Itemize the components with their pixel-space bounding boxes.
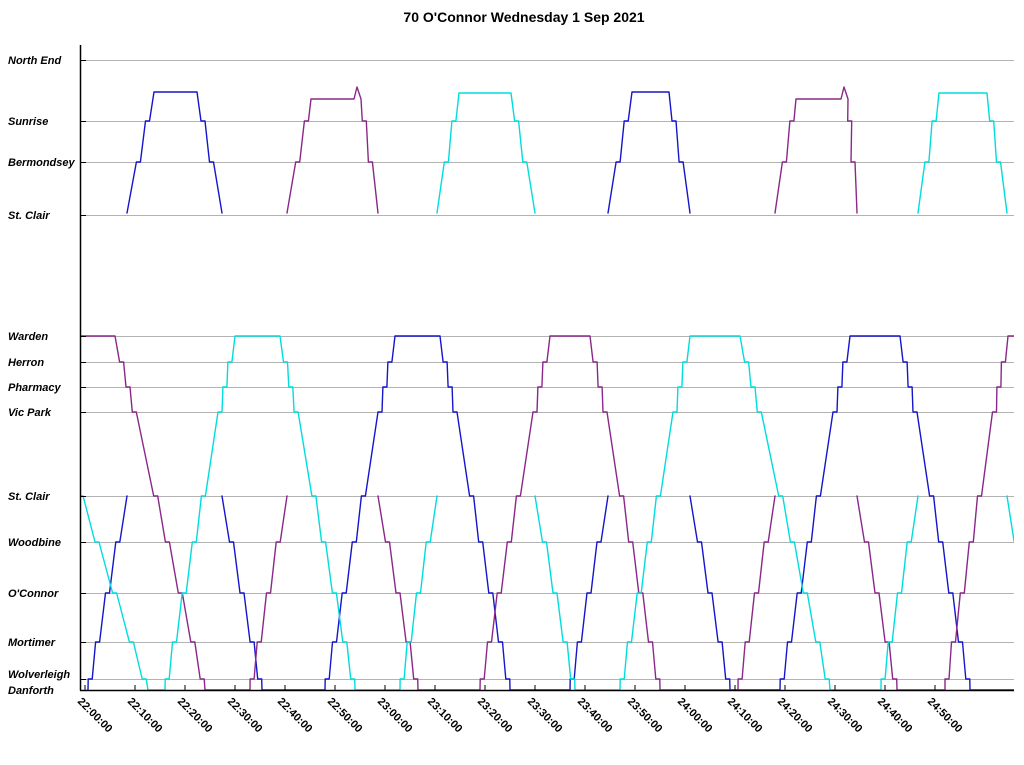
stop-label: Herron (8, 357, 44, 369)
x-tick-label: 24:30:00 (825, 696, 865, 736)
stop-label: Mortimer (8, 637, 56, 649)
x-tick-label: 22:50:00 (325, 696, 365, 736)
x-tick-label: 24:00:00 (675, 696, 715, 736)
trip-lines-layer (80, 86, 1014, 691)
stop-label: Warden (8, 331, 48, 343)
trip-line-south-blue-1 (87, 495, 128, 691)
stop-label: Pharmacy (8, 382, 61, 394)
trip-line-north-branch-trip-5 (774, 86, 858, 214)
trip-line-north-branch-trip-4 (607, 91, 691, 214)
x-tick-label: 24:40:00 (875, 696, 915, 736)
trip-line-south-blue-3 (689, 335, 1014, 691)
trip-line-south-cyan-3 (1006, 495, 1014, 543)
x-tick-label: 24:20:00 (775, 696, 815, 736)
trip-line-south-blue-2 (221, 335, 609, 691)
trip-line-south-purple-3 (856, 335, 1014, 691)
x-tick-label: 23:10:00 (425, 696, 465, 736)
trip-line-south-purple-1 (80, 335, 288, 691)
x-tick-label: 22:00:00 (75, 696, 115, 736)
chart-title: 70 O'Connor Wednesday 1 Sep 2021 (403, 9, 644, 25)
x-tick-label: 23:50:00 (625, 696, 665, 736)
x-tick-label: 23:20:00 (475, 696, 515, 736)
x-tick-label: 23:40:00 (575, 696, 615, 736)
trip-line-north-branch-trip-1 (126, 91, 223, 214)
trip-line-south-purple-2 (377, 335, 776, 691)
trip-line-north-branch-trip-6 (917, 92, 1008, 214)
stop-label: Sunrise (8, 116, 48, 128)
trip-line-north-branch-trip-3 (436, 92, 536, 214)
stop-label: O'Connor (8, 588, 59, 600)
x-tick-label: 24:50:00 (925, 696, 965, 736)
x-tick-label: 24:10:00 (725, 696, 765, 736)
stop-label: Bermondsey (8, 157, 76, 169)
x-tick-label: 22:10:00 (125, 696, 165, 736)
trip-line-south-cyan-2 (534, 335, 919, 691)
stop-label: St. Clair (8, 491, 50, 503)
x-tick-label: 23:30:00 (525, 696, 565, 736)
x-tick-label: 22:20:00 (175, 696, 215, 736)
x-tick-label: 22:30:00 (225, 696, 265, 736)
x-tick-label: 22:40:00 (275, 696, 315, 736)
x-tick-label: 23:00:00 (375, 696, 415, 736)
stop-label: Wolverleigh (8, 669, 70, 681)
stop-label: North End (8, 55, 61, 67)
stop-label: Vic Park (8, 407, 52, 419)
stop-label: St. Clair (8, 210, 50, 222)
trip-line-north-branch-trip-2 (286, 86, 379, 214)
stop-label: Danforth (8, 685, 54, 697)
stop-label: Woodbine (8, 537, 61, 549)
